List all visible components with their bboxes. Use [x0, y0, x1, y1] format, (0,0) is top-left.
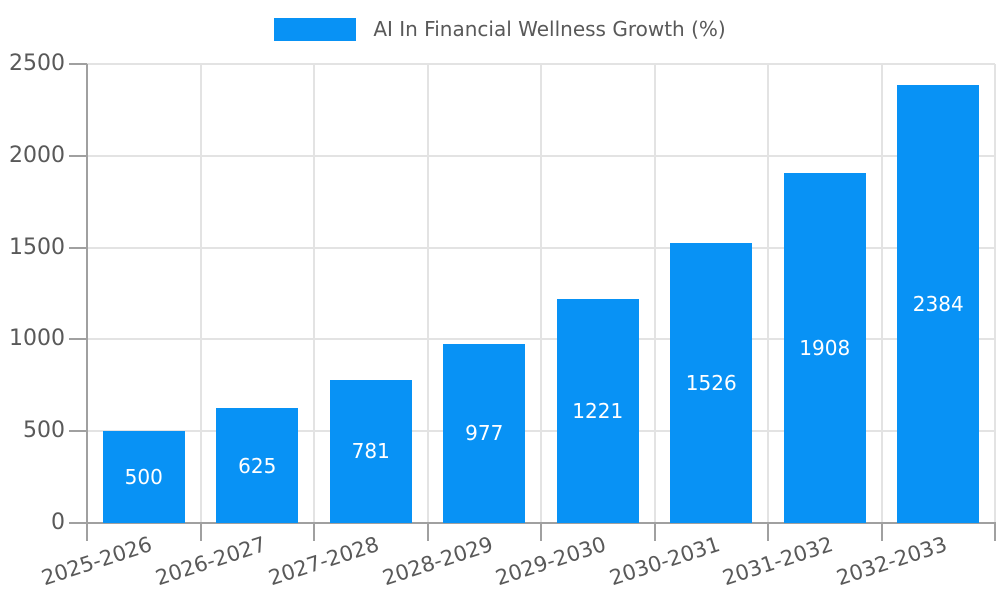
- y-axis-line: [86, 64, 88, 524]
- bar-value-label: 2384: [912, 292, 964, 317]
- gridline-vertical: [767, 64, 769, 523]
- gridline-vertical: [540, 64, 542, 523]
- bar-value-label: 1908: [799, 335, 851, 360]
- x-tick-label: 2031-2032: [719, 532, 837, 591]
- legend-swatch: [274, 17, 357, 41]
- x-axis-tick: [767, 523, 769, 541]
- gridline-vertical: [994, 64, 996, 523]
- x-axis-tick: [86, 523, 88, 541]
- y-axis-tick: [69, 63, 87, 65]
- bar-value-label: 1526: [685, 370, 737, 395]
- y-tick-label: 1000: [9, 326, 65, 352]
- legend-label: AI In Financial Wellness Growth (%): [373, 17, 726, 41]
- y-axis-tick: [69, 246, 87, 249]
- y-axis-tick: [69, 338, 87, 341]
- x-tick-label: 2030-2031: [606, 532, 723, 591]
- y-axis-tick: [69, 154, 87, 157]
- bar: [216, 408, 299, 523]
- x-axis-tick: [313, 523, 315, 541]
- x-axis-line: [86, 522, 996, 524]
- x-tick-label: 2027-2028: [265, 532, 383, 591]
- gridline-vertical: [426, 64, 429, 523]
- x-tick-label: 2026-2027: [152, 532, 269, 591]
- bar: [670, 242, 753, 523]
- gridline-vertical: [313, 64, 315, 523]
- y-tick-label: 1500: [9, 234, 65, 260]
- x-tick-label: 2032-2033: [833, 532, 950, 591]
- x-tick-label: 2029-2030: [492, 532, 610, 591]
- bar-value-label: 500: [124, 465, 163, 490]
- gridline-vertical: [880, 64, 883, 523]
- x-axis-tick: [994, 523, 996, 541]
- bar: [897, 85, 980, 523]
- x-axis-tick: [880, 523, 883, 541]
- bar-value-label: 781: [351, 439, 390, 464]
- legend: AI In Financial Wellness Growth (%): [0, 17, 1000, 41]
- x-axis-tick: [653, 523, 656, 541]
- y-tick-label: 0: [51, 510, 65, 535]
- x-axis-tick: [426, 523, 429, 541]
- y-tick-label: 2000: [9, 142, 65, 168]
- y-axis-tick: [69, 430, 87, 433]
- bar: [329, 379, 412, 523]
- y-axis-tick: [69, 522, 87, 524]
- x-axis-tick: [540, 523, 542, 541]
- bar: [102, 431, 185, 523]
- x-axis-tick: [199, 523, 202, 541]
- bar-value-label: 1221: [572, 398, 624, 423]
- bar-value-label: 977: [465, 421, 504, 446]
- gridline-vertical: [199, 64, 202, 523]
- y-tick-label: 2500: [9, 51, 65, 76]
- bar: [556, 298, 639, 523]
- gridline-vertical: [653, 64, 656, 523]
- y-tick-label: 500: [23, 418, 65, 444]
- bar: [783, 172, 866, 523]
- bar: [443, 343, 526, 523]
- bar-value-label: 625: [238, 453, 277, 478]
- x-tick-label: 2028-2029: [379, 532, 496, 591]
- x-tick-label: 2025-2026: [38, 532, 156, 591]
